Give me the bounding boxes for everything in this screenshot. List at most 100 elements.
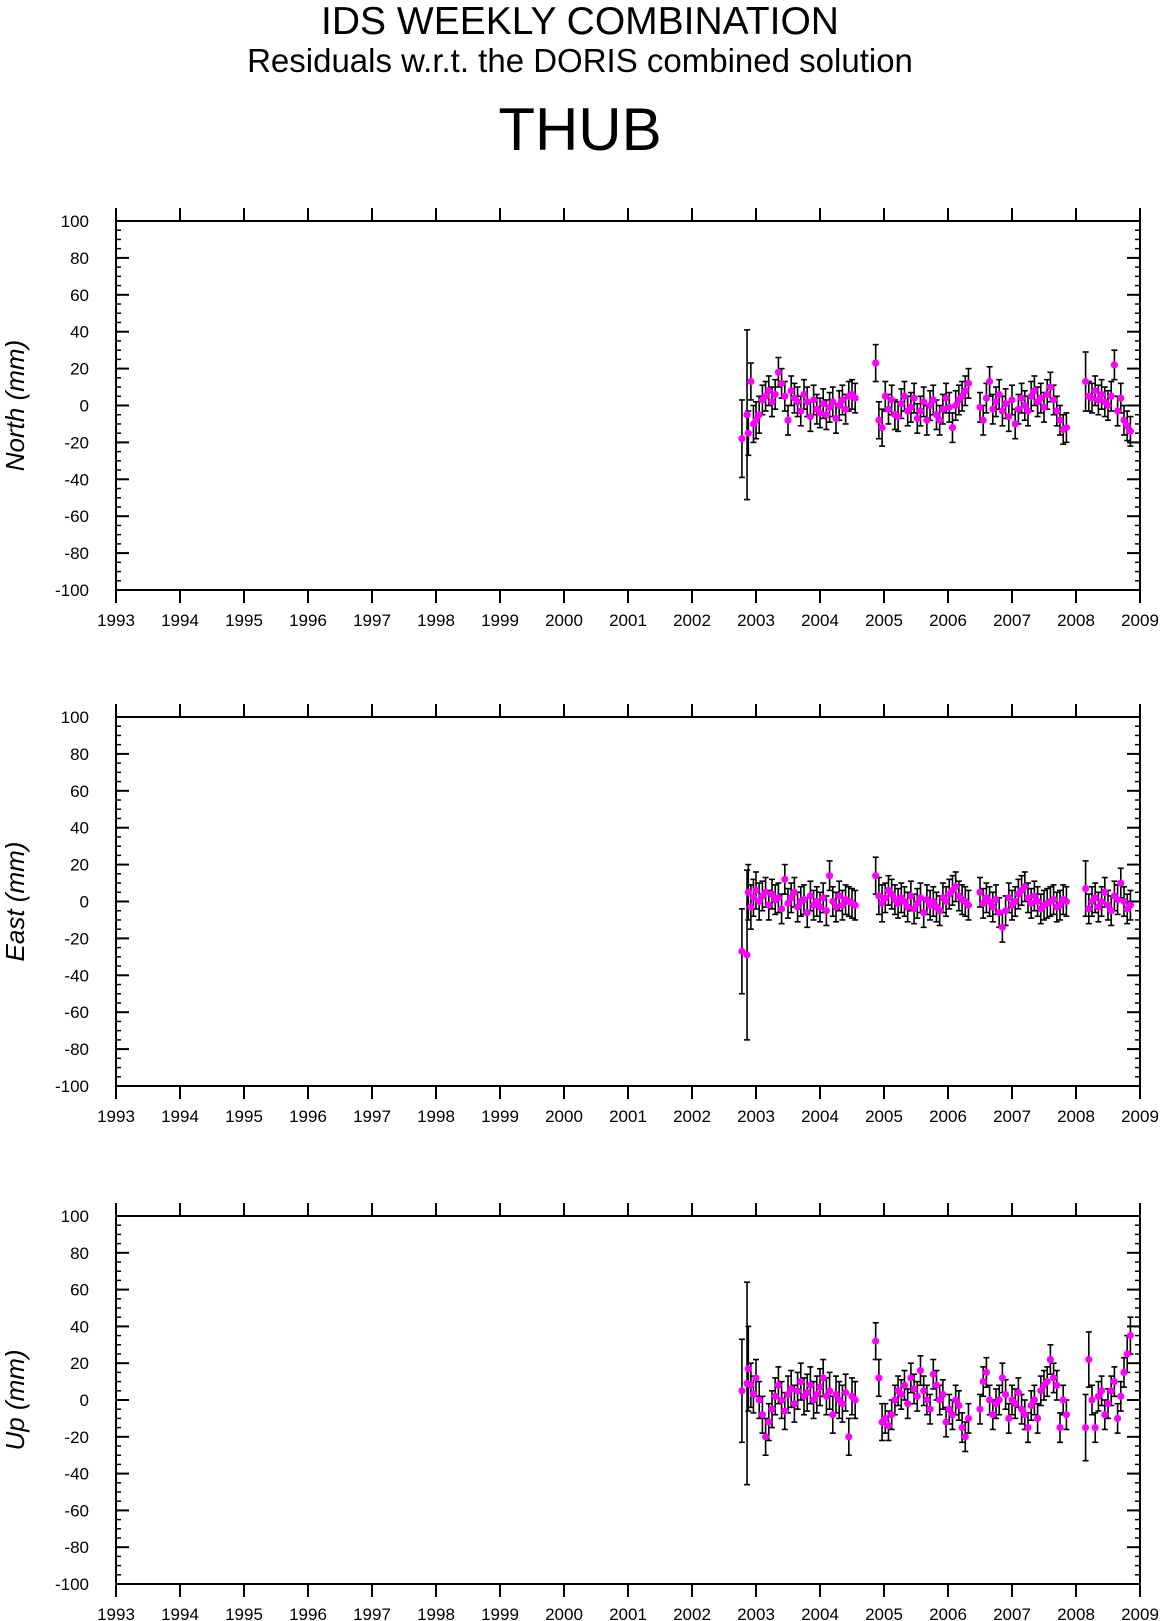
data-point bbox=[939, 405, 947, 413]
data-point bbox=[881, 1414, 889, 1422]
data-point bbox=[907, 403, 915, 411]
y-tick-label: -60 bbox=[64, 1003, 89, 1022]
data-point bbox=[1002, 1390, 1010, 1399]
data-point bbox=[851, 901, 859, 909]
data-point bbox=[1037, 394, 1045, 402]
data-point bbox=[894, 412, 902, 421]
data-point bbox=[878, 899, 886, 907]
data-point bbox=[822, 1392, 831, 1400]
data-point bbox=[1050, 396, 1058, 404]
data-point bbox=[929, 396, 937, 404]
data-point bbox=[1110, 361, 1118, 369]
data-point bbox=[794, 1387, 802, 1395]
data-point bbox=[936, 907, 944, 915]
data-point bbox=[964, 901, 973, 909]
data-point bbox=[926, 1405, 934, 1413]
data-point bbox=[989, 405, 997, 413]
data-point bbox=[878, 424, 886, 432]
data-point bbox=[819, 894, 827, 902]
x-tick-label: 2007 bbox=[993, 1107, 1031, 1126]
data-point bbox=[1053, 1381, 1061, 1389]
x-tick-label: 2009 bbox=[1121, 611, 1159, 630]
data-point bbox=[982, 394, 991, 402]
data-point bbox=[1056, 416, 1064, 424]
data-point bbox=[986, 377, 994, 386]
data-point bbox=[1021, 883, 1029, 891]
x-tick-label: 1993 bbox=[97, 1107, 135, 1126]
data-point bbox=[1120, 897, 1128, 906]
data-point bbox=[904, 1400, 912, 1408]
data-point bbox=[1002, 400, 1010, 408]
data-point bbox=[948, 1411, 957, 1419]
data-point bbox=[964, 379, 973, 387]
y-tick-label: 100 bbox=[61, 1207, 89, 1226]
data-point bbox=[916, 407, 925, 415]
data-point bbox=[888, 396, 896, 404]
x-tick-label: 2001 bbox=[609, 1605, 647, 1621]
data-point bbox=[1018, 1405, 1026, 1413]
data-point bbox=[1021, 401, 1029, 410]
data-point bbox=[948, 424, 957, 432]
data-point bbox=[752, 886, 760, 895]
data-point bbox=[989, 903, 997, 911]
data-point bbox=[743, 951, 751, 959]
data-point bbox=[1091, 1424, 1099, 1432]
data-point bbox=[986, 897, 994, 906]
data-point bbox=[942, 394, 950, 402]
y-tick-label: 80 bbox=[70, 745, 89, 764]
data-point bbox=[1008, 396, 1016, 404]
data-point bbox=[904, 903, 912, 911]
data-point bbox=[1011, 1400, 1019, 1408]
x-tick-label: 2001 bbox=[609, 1107, 647, 1126]
data-point bbox=[1088, 394, 1096, 402]
data-point bbox=[897, 1390, 905, 1399]
data-point bbox=[894, 899, 902, 907]
data-point bbox=[920, 398, 928, 406]
data-point bbox=[1104, 901, 1112, 909]
x-tick-label: 1997 bbox=[353, 1107, 391, 1126]
data-point bbox=[884, 405, 893, 413]
x-tick-label: 2005 bbox=[865, 611, 903, 630]
data-point bbox=[787, 1385, 795, 1393]
data-point bbox=[738, 947, 746, 955]
data-point bbox=[995, 390, 1003, 399]
data-point bbox=[1117, 1392, 1125, 1400]
data-point bbox=[800, 390, 808, 399]
data-point bbox=[995, 1396, 1003, 1404]
data-point bbox=[910, 905, 918, 913]
y-tick-label: -40 bbox=[64, 966, 89, 985]
data-point bbox=[1082, 884, 1090, 893]
subtitle: Residuals w.r.t. the DORIS combined solu… bbox=[247, 42, 913, 79]
data-point bbox=[832, 1390, 840, 1399]
data-point bbox=[961, 1433, 969, 1441]
y-tick-label: -20 bbox=[64, 1428, 89, 1447]
data-point bbox=[1085, 905, 1093, 913]
data-point bbox=[900, 897, 909, 906]
data-point bbox=[942, 1418, 950, 1426]
x-tick-label: 1999 bbox=[481, 1107, 519, 1126]
data-point bbox=[916, 1366, 925, 1375]
data-point bbox=[932, 411, 941, 419]
data-point bbox=[1056, 1424, 1064, 1432]
y-tick-label: 40 bbox=[70, 1317, 89, 1336]
north-residuals-chart: 100 80 60 40 20 0 -20 -40 -60 -80 -100 1993 1994 1995… bbox=[0, 208, 1159, 630]
data-point bbox=[1117, 394, 1125, 402]
data-point bbox=[945, 1405, 953, 1413]
data-point bbox=[806, 892, 815, 900]
data-point bbox=[810, 1396, 818, 1404]
data-point bbox=[1123, 1350, 1131, 1358]
y-tick-label: -20 bbox=[64, 929, 89, 948]
data-point bbox=[891, 1396, 899, 1404]
data-point bbox=[1014, 405, 1023, 413]
x-tick-label: 2003 bbox=[737, 1107, 775, 1126]
data-point bbox=[842, 405, 850, 413]
data-point bbox=[1062, 1411, 1070, 1419]
data-point bbox=[976, 888, 984, 896]
x-tick-label: 1997 bbox=[353, 611, 391, 630]
data-point bbox=[964, 1414, 973, 1422]
x-tick-label: 2007 bbox=[993, 1605, 1031, 1621]
x-tick-label: 1999 bbox=[481, 611, 519, 630]
x-tick-label: 1994 bbox=[161, 611, 199, 630]
data-point bbox=[774, 894, 783, 902]
data-point bbox=[1059, 1396, 1067, 1404]
